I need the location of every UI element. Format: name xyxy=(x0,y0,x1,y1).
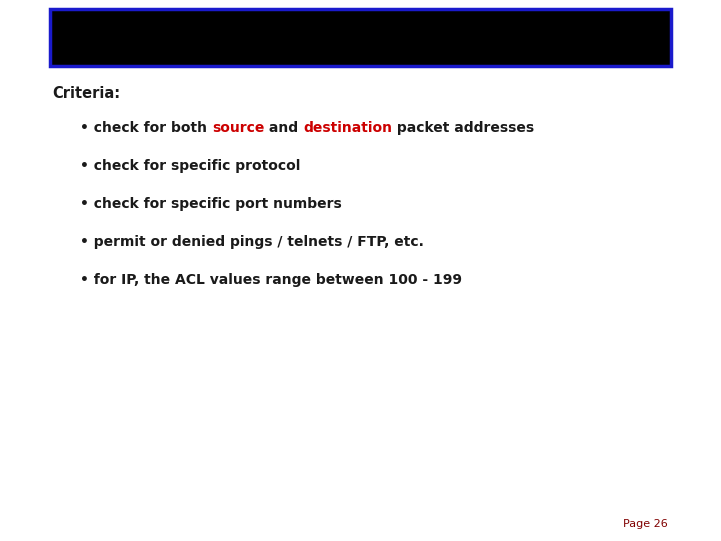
Text: • check for both: • check for both xyxy=(80,121,212,135)
Text: destination: destination xyxy=(304,121,392,135)
Bar xyxy=(50,9,671,66)
Text: • check for specific protocol: • check for specific protocol xyxy=(80,159,301,173)
Text: • check for specific port numbers: • check for specific port numbers xyxy=(80,197,342,211)
Text: • for IP, the ACL values range between 100 - 199: • for IP, the ACL values range between 1… xyxy=(80,273,462,287)
Text: and: and xyxy=(265,121,304,135)
Text: source: source xyxy=(212,121,265,135)
Text: • permit or denied pings / telnets / FTP, etc.: • permit or denied pings / telnets / FTP… xyxy=(80,235,424,249)
Text: packet addresses: packet addresses xyxy=(392,121,534,135)
Text: Page 26: Page 26 xyxy=(623,519,668,529)
Text: Criteria:: Criteria: xyxy=(52,86,120,101)
